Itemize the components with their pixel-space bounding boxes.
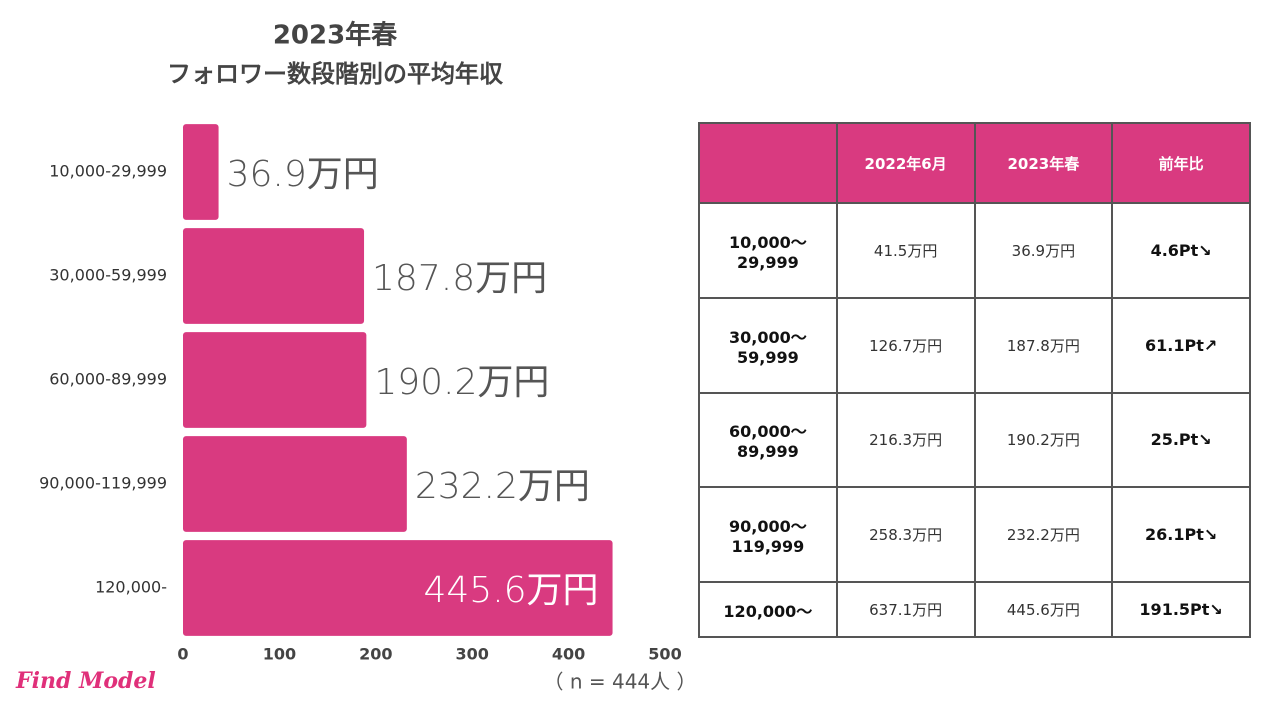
table-cell: 4.6Pt↘ (1111, 202, 1251, 299)
chart: 2023年春 フォロワー数段階別の平均年収 （ n = 444人 ） 0 100 2… (39, 20, 690, 694)
y-tick-label: 120,000- (95, 578, 167, 597)
header-cell: 前年比 (1111, 122, 1251, 204)
header-cell: 2023年春 (973, 122, 1114, 204)
table-cell: 190.2万円 (973, 391, 1114, 489)
table-row: 30,000〜 59,999 126.7万円 187.8万円 61.1Pt↗ (698, 296, 1251, 394)
y-tick-label: 30,000-59,999 (49, 266, 167, 285)
bar (183, 540, 613, 636)
table-cell: 232.2万円 (973, 486, 1114, 584)
table-cell: 41.5万円 (835, 202, 976, 299)
x-tick-label: 100 (263, 645, 296, 664)
note: （ n = 444人 ） (543, 670, 690, 694)
x-tick-label: 500 (648, 645, 681, 664)
table-cell: 187.8万円 (973, 296, 1114, 394)
value-label: 187.8万円 (372, 258, 547, 299)
table-row: 90,000〜 119,999 258.3万円 232.2万円 26.1Pt↘ (698, 486, 1251, 584)
x-tick-label: 300 (455, 645, 488, 664)
table-cell: 26.1Pt↘ (1111, 486, 1251, 584)
table-cell: 258.3万円 (835, 486, 976, 584)
table-cell: 637.1万円 (835, 581, 976, 638)
table: 2022年6月 2023年春 前年比 10,000〜 29,999 41.5万円 36.… (698, 122, 1251, 638)
x-tick-label: 200 (359, 645, 392, 664)
table-cell: 216.3万円 (835, 391, 976, 489)
y-tick-label: 90,000-119,999 (39, 474, 167, 493)
chart-subtitle: フォロワー数段階別の平均年収 (167, 60, 504, 88)
table-cell: 191.5Pt↘ (1111, 581, 1251, 638)
logo: Find Model (16, 668, 156, 694)
table-cell: 90,000〜 119,999 (698, 486, 838, 584)
table-row: 10,000〜 29,999 41.5万円 36.9万円 4.6Pt↘ (698, 202, 1251, 299)
table-cell: 61.1Pt↗ (1111, 296, 1251, 394)
chart-title: 2023年春 (273, 20, 397, 51)
table-cell: 25.Pt↘ (1111, 391, 1251, 489)
table-cell: 36.9万円 (973, 202, 1114, 299)
x-tick-label: 0 (177, 645, 188, 664)
table-row: 120,000〜 637.1万円 445.6万円 191.5Pt↘ (698, 581, 1251, 638)
value-label: 445.6万円 (423, 570, 598, 611)
table-row: 60,000〜 89,999 216.3万円 190.2万円 25.Pt↘ (698, 391, 1251, 489)
bar (183, 436, 407, 532)
table-cell: 30,000〜 59,999 (698, 296, 838, 394)
table-cell: 10,000〜 29,999 (698, 202, 838, 299)
header-cell (698, 122, 838, 204)
header-cell: 2022年6月 (835, 122, 976, 204)
value-label: 36.9万円 (227, 154, 379, 195)
y-tick-label: 10,000-29,999 (49, 162, 167, 181)
x-tick-label: 400 (552, 645, 585, 664)
value-label: 190.2万円 (374, 362, 549, 403)
table-cell: 126.7万円 (835, 296, 976, 394)
table-cell: 60,000〜 89,999 (698, 391, 838, 489)
y-tick-label: 60,000-89,999 (49, 370, 167, 389)
table-cell: 120,000〜 (698, 581, 838, 638)
table-cell: 445.6万円 (973, 581, 1114, 638)
bar (183, 332, 367, 428)
bar (183, 124, 219, 220)
value-label: 232.2万円 (415, 466, 590, 507)
bar (183, 228, 365, 324)
